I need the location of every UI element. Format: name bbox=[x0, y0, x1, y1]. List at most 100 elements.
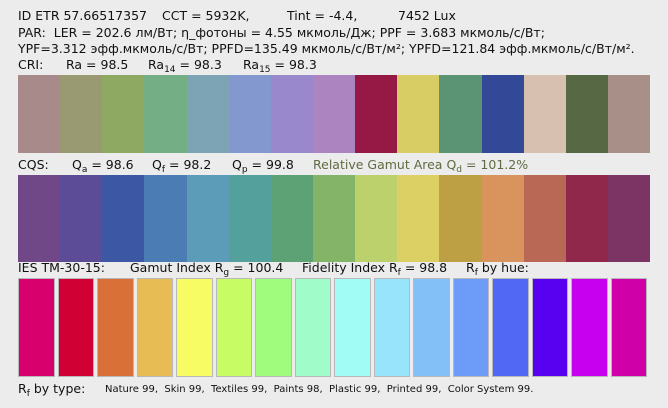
subscript: d bbox=[456, 165, 462, 175]
swatch bbox=[439, 75, 482, 153]
hue-swatches bbox=[18, 278, 650, 377]
swatch bbox=[312, 75, 356, 153]
qa: Qa = 98.6 bbox=[72, 157, 134, 175]
cri-swatches bbox=[18, 75, 651, 153]
swatch bbox=[413, 278, 450, 377]
swatch bbox=[97, 278, 134, 377]
swatch bbox=[60, 75, 103, 153]
subscript: a bbox=[81, 165, 88, 175]
swatch bbox=[228, 75, 271, 153]
subscript: f bbox=[26, 389, 30, 399]
swatch bbox=[397, 175, 440, 262]
swatch bbox=[334, 278, 371, 377]
swatch bbox=[571, 278, 608, 377]
swatch bbox=[144, 175, 187, 262]
cri-label: CRI: bbox=[18, 57, 44, 72]
par: PAR: LER = 202.6 лм/Вт; η_фотоны = 4.55 … bbox=[18, 25, 545, 40]
swatch bbox=[186, 75, 229, 153]
qf: Qf = 98.2 bbox=[152, 157, 212, 175]
swatch bbox=[481, 175, 524, 262]
value: = 98.3 bbox=[179, 57, 222, 72]
tm30-label: IES TM-30-15: bbox=[18, 260, 105, 275]
ypf: YPF=3.312 эфф.мкмоль/с/Вт; PPFD=135.49 м… bbox=[18, 41, 635, 56]
rf-type: Rf by type: bbox=[18, 381, 86, 399]
label: Q bbox=[152, 157, 162, 172]
id: ID ETR 57.66517357 bbox=[18, 8, 147, 23]
label: Q bbox=[72, 157, 82, 172]
subscript: 15 bbox=[259, 65, 271, 75]
swatch bbox=[373, 278, 410, 377]
swatch bbox=[18, 75, 61, 153]
value: by hue: bbox=[481, 260, 529, 275]
swatch bbox=[565, 175, 608, 262]
label: R bbox=[466, 260, 475, 275]
cqs-swatches bbox=[18, 175, 651, 262]
swatch bbox=[136, 278, 173, 377]
swatch bbox=[186, 175, 229, 262]
swatch bbox=[610, 278, 647, 377]
label: Relative Gamut Area Q bbox=[313, 157, 457, 172]
subscript: g bbox=[223, 268, 230, 278]
subscript: p bbox=[241, 165, 248, 175]
rf-hue: Rf by hue: bbox=[466, 260, 529, 278]
label: R bbox=[18, 381, 27, 396]
value: = 99.8 bbox=[251, 157, 294, 172]
swatch bbox=[57, 278, 94, 377]
swatch bbox=[102, 75, 145, 153]
value: by type: bbox=[33, 381, 86, 396]
swatch bbox=[531, 278, 568, 377]
swatch bbox=[270, 175, 313, 262]
value: = 98.3 bbox=[274, 57, 317, 72]
swatch bbox=[18, 278, 55, 377]
swatch bbox=[18, 175, 61, 262]
label: Fidelity Index R bbox=[302, 260, 398, 275]
label: Q bbox=[232, 157, 242, 172]
swatch bbox=[294, 278, 331, 377]
swatch bbox=[397, 75, 440, 153]
swatch bbox=[607, 175, 651, 262]
value: = 98.8 bbox=[404, 260, 448, 275]
swatch bbox=[60, 175, 103, 262]
value: = 100.4 bbox=[233, 260, 284, 275]
ra15: Ra15 = 98.3 bbox=[243, 57, 317, 75]
swatch bbox=[228, 175, 271, 262]
swatch bbox=[565, 75, 608, 153]
subscript: f bbox=[161, 165, 166, 175]
ra: Ra = 98.5 bbox=[66, 57, 129, 72]
swatch bbox=[215, 278, 252, 377]
swatch bbox=[176, 278, 213, 377]
value: = 98.6 bbox=[91, 157, 134, 172]
value: = 98.2 bbox=[169, 157, 212, 172]
label: Ra bbox=[148, 57, 165, 72]
swatch bbox=[439, 175, 482, 262]
swatch bbox=[355, 75, 398, 153]
rg: Gamut Index Rg = 100.4 bbox=[130, 260, 284, 278]
rf: Fidelity Index Rf = 98.8 bbox=[302, 260, 448, 278]
swatch bbox=[144, 75, 187, 153]
subscript: f bbox=[397, 268, 401, 278]
swatch bbox=[102, 175, 145, 262]
types: Nature 99, Skin 99, Textiles 99, Paints … bbox=[105, 384, 534, 395]
value: = 101.2% bbox=[465, 157, 529, 172]
subscript: f bbox=[474, 268, 478, 278]
swatch bbox=[452, 278, 489, 377]
swatch bbox=[270, 75, 313, 153]
gamut-area: Relative Gamut Area Qd = 101.2% bbox=[313, 157, 529, 175]
cqs-label: CQS: bbox=[18, 157, 49, 172]
ra14: Ra14 = 98.3 bbox=[148, 57, 222, 75]
subscript: 14 bbox=[164, 65, 176, 75]
swatch bbox=[523, 175, 566, 262]
qp: Qp = 99.8 bbox=[232, 157, 294, 175]
swatch bbox=[607, 75, 651, 153]
label: Ra bbox=[243, 57, 260, 72]
swatch bbox=[255, 278, 292, 377]
swatch bbox=[312, 175, 356, 262]
swatch bbox=[355, 175, 398, 262]
swatch bbox=[481, 75, 524, 153]
tint: Tint = -4.4, bbox=[287, 8, 358, 23]
swatch bbox=[492, 278, 529, 377]
lux: 7452 Lux bbox=[398, 8, 456, 23]
swatch bbox=[523, 75, 566, 153]
cct: CCT = 5932K, bbox=[162, 8, 250, 23]
